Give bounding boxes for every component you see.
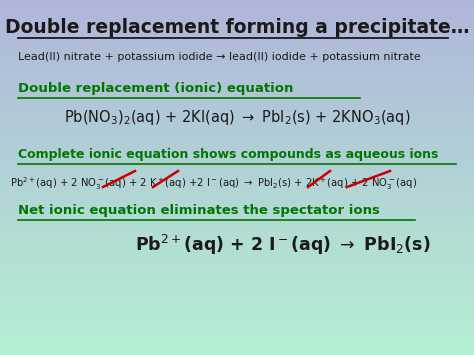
Text: Pb$^{2+}$(aq) + 2 NO$_3^-$(aq) + 2 K$^+$(aq) +2 I$^-$(aq) $\rightarrow$ PbI$_2$(: Pb$^{2+}$(aq) + 2 NO$_3^-$(aq) + 2 K$^+$… xyxy=(10,175,417,192)
Text: Lead(II) nitrate + potassium iodide → lead(II) iodide + potassium nitrate: Lead(II) nitrate + potassium iodide → le… xyxy=(18,52,421,62)
Text: Complete ionic equation shows compounds as aqueous ions: Complete ionic equation shows compounds … xyxy=(18,148,438,161)
Text: Pb$^{2+}$(aq) + 2 I$^-$(aq) $\rightarrow$ PbI$_2$(s): Pb$^{2+}$(aq) + 2 I$^-$(aq) $\rightarrow… xyxy=(135,233,430,257)
Text: Double replacement (ionic) equation: Double replacement (ionic) equation xyxy=(18,82,293,95)
Text: Pb(NO$_3$)$_2$(aq) + 2KI(aq) $\rightarrow$ PbI$_2$(s) + 2KNO$_3$(aq): Pb(NO$_3$)$_2$(aq) + 2KI(aq) $\rightarro… xyxy=(64,108,410,127)
Text: Net ionic equation eliminates the spectator ions: Net ionic equation eliminates the specta… xyxy=(18,204,380,217)
Text: Double replacement forming a precipitate…: Double replacement forming a precipitate… xyxy=(5,18,469,37)
